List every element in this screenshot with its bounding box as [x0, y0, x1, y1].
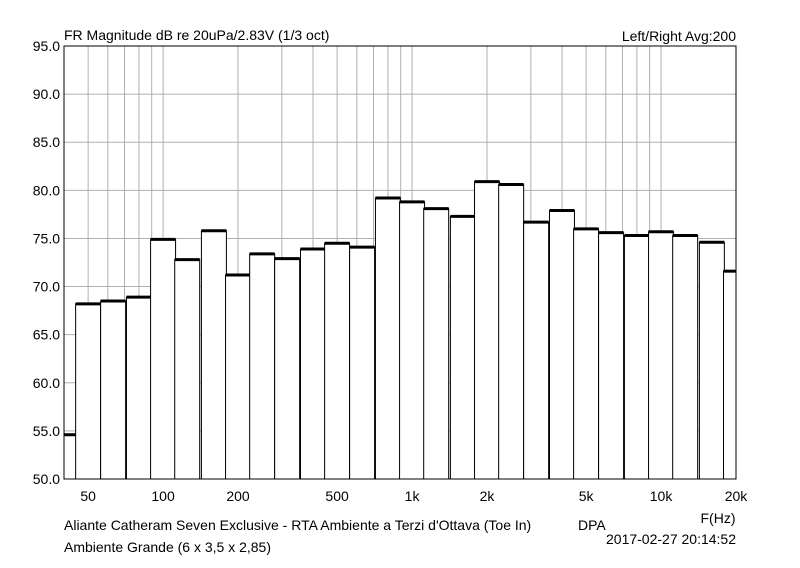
x-axis-ticks: 50 100 200 500 1k 2k 5k 10k 20k	[80, 488, 748, 504]
bar	[225, 275, 251, 479]
y-tick-label: 55.0	[33, 423, 60, 439]
x-axis-label: F(Hz)	[701, 510, 736, 526]
plot-frame	[63, 45, 737, 480]
bar	[624, 235, 650, 479]
channel-info: Left/Right Avg:200	[621, 28, 736, 44]
y-tick-label: 80.0	[33, 182, 60, 198]
bar	[324, 243, 350, 479]
bar	[598, 232, 624, 479]
bar	[498, 184, 524, 479]
x-tick-label: 20k	[725, 488, 749, 504]
y-tick-label: 65.0	[33, 327, 60, 343]
bar	[100, 300, 126, 479]
bar	[249, 253, 275, 479]
bar	[523, 222, 549, 479]
x-tick-label: 50	[80, 488, 96, 504]
footer-room: Ambiente Grande (6 x 3,5 x 2,85)	[64, 539, 271, 555]
bar	[375, 198, 401, 479]
y-tick-label: 70.0	[33, 279, 60, 295]
x-tick-label: 200	[226, 488, 250, 504]
y-tick-label: 95.0	[33, 38, 60, 54]
y-tick-label: 85.0	[33, 134, 60, 150]
y-tick-label: 50.0	[33, 471, 60, 487]
bar	[648, 231, 674, 479]
bars	[63, 180, 737, 480]
bar	[450, 216, 476, 479]
x-tick-label: 100	[151, 488, 175, 504]
footer-description: Aliante Catheram Seven Exclusive - RTA A…	[64, 517, 532, 533]
bar	[201, 230, 227, 479]
y-axis-ticks: 50.0 55.0 60.0 65.0 70.0 75.0 80.0 85.0 90.0 95.0	[33, 38, 60, 487]
bar	[573, 228, 599, 479]
y-tick-label: 60.0	[33, 375, 60, 391]
chart-title: FR Magnitude dB re 20uPa/2.83V (1/3 oct)	[64, 27, 330, 43]
bar	[549, 210, 575, 480]
bar	[349, 247, 375, 479]
bar	[399, 201, 425, 479]
bar	[274, 258, 300, 479]
bar	[423, 208, 449, 480]
bar	[672, 235, 698, 479]
bar	[64, 434, 77, 479]
x-tick-label: 1k	[405, 488, 421, 504]
bar	[126, 297, 152, 479]
footer-timestamp: 2017-02-27 20:14:52	[606, 531, 736, 547]
y-tick-label: 90.0	[33, 86, 60, 102]
bar	[174, 259, 200, 479]
bar	[723, 271, 736, 479]
bar	[474, 181, 500, 479]
bar	[699, 242, 725, 479]
x-tick-label: 500	[325, 488, 349, 504]
bar	[75, 303, 101, 479]
bar	[150, 239, 176, 479]
bar	[300, 249, 326, 479]
x-tick-label: 5k	[579, 488, 595, 504]
footer-mic: DPA	[578, 517, 606, 533]
x-tick-label: 10k	[650, 488, 674, 504]
y-tick-label: 75.0	[33, 230, 60, 246]
x-tick-label: 2k	[480, 488, 496, 504]
